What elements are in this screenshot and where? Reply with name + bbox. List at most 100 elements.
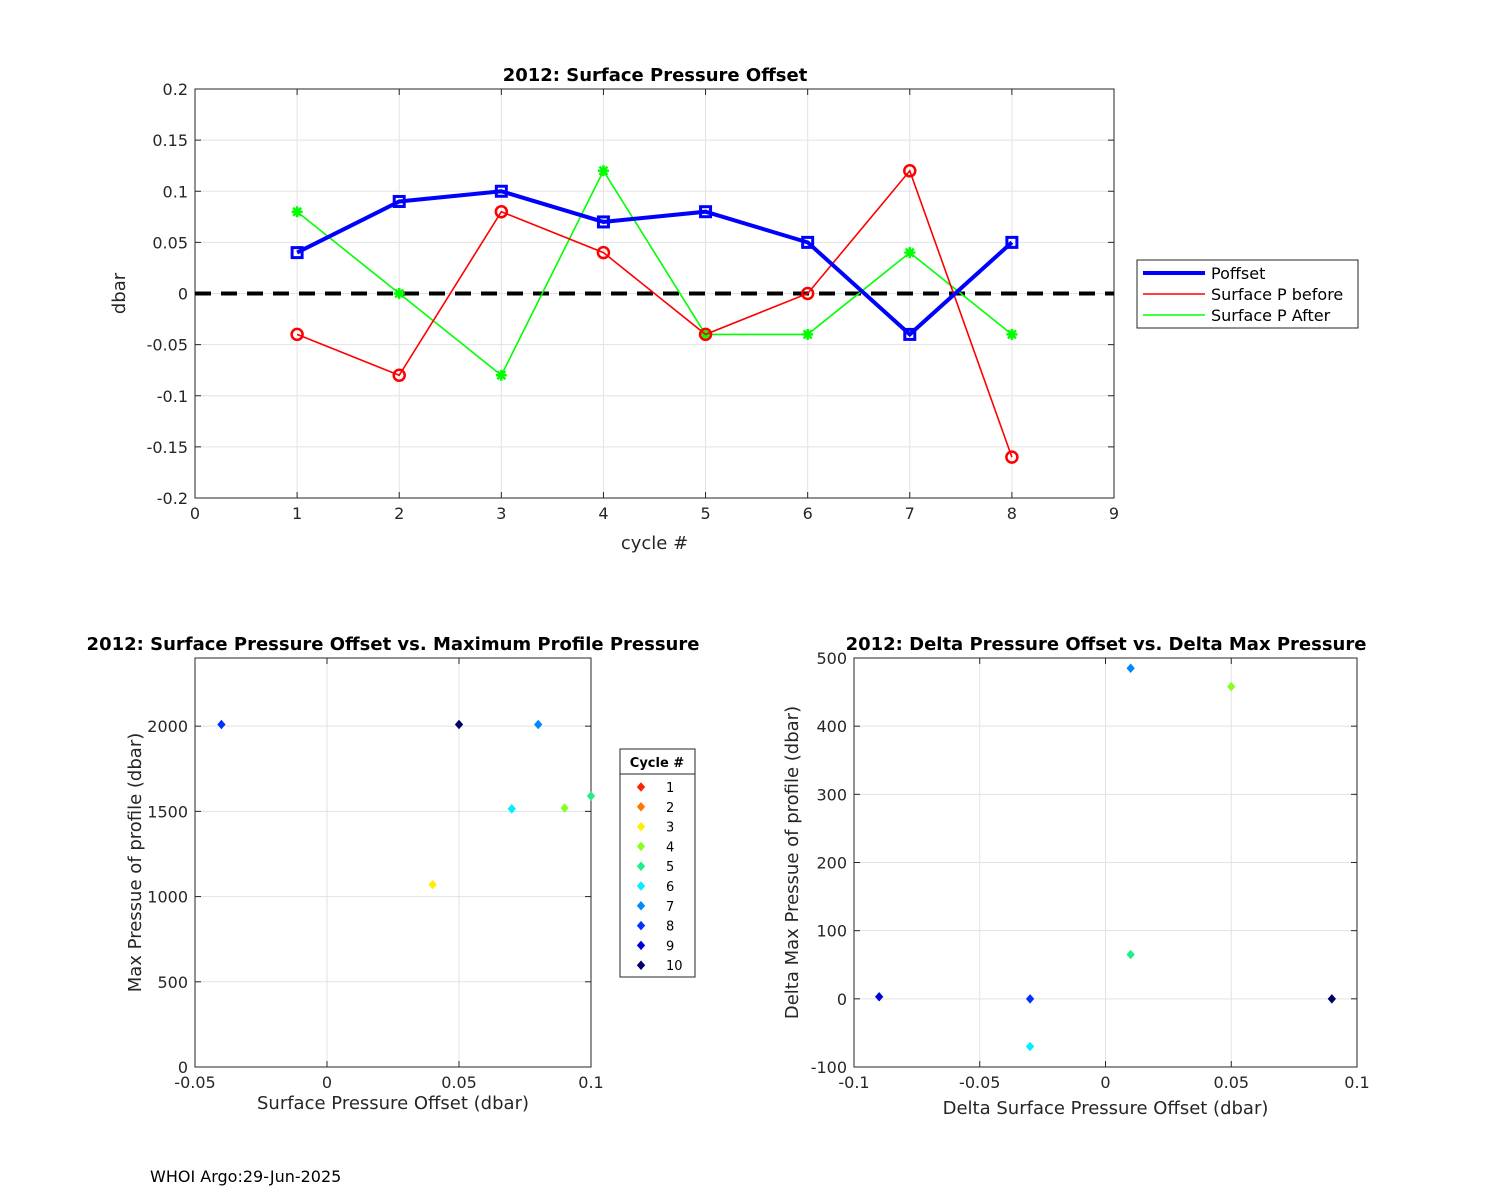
legend-label: 2 [666, 801, 674, 816]
y-tick-label: 1000 [147, 888, 188, 907]
x-tick-label: -0.1 [838, 1073, 869, 1092]
legend-marker [636, 821, 646, 832]
scatter-point [1126, 949, 1135, 960]
x-tick-label: 0.05 [441, 1073, 477, 1092]
y-tick-label: -0.05 [147, 336, 188, 355]
legend-label: 6 [666, 880, 674, 895]
x-axis-label: cycle # [621, 533, 688, 554]
delta-offset-vs-delta-max-chart: -0.1 -0.05 0 0.05 0.1 -100 0 100 200 300 400 500201… [782, 634, 1370, 1119]
x-tick-label: 0 [322, 1073, 332, 1092]
legend-marker [636, 940, 646, 951]
surface-p-after-line [296, 169, 1013, 377]
poffset-point [392, 194, 406, 208]
y-tick-label: 2000 [147, 717, 188, 736]
legend-label: 3 [666, 821, 674, 836]
x-tick-label: 0 [190, 504, 200, 523]
y-tick-label: 400 [816, 717, 847, 736]
scatter-point [560, 803, 569, 813]
surface-p-before-line [296, 169, 1013, 458]
surface-p-after-point [904, 247, 916, 259]
scatter-point [534, 719, 543, 730]
y-tick-label: 0.05 [152, 233, 188, 252]
surface-p-after-point [1006, 328, 1018, 340]
legend-marker [636, 802, 646, 812]
x-tick-label: 0 [1100, 1073, 1110, 1092]
legend-marker [636, 901, 646, 911]
surface-p-before-point [596, 245, 611, 260]
legend-label: 5 [666, 860, 674, 875]
legend-label: Surface P After [1211, 306, 1331, 325]
poffset-point [801, 235, 815, 249]
y-tick-label: 0 [178, 285, 188, 304]
legend-marker [636, 841, 646, 852]
x-tick-label: 0.1 [578, 1073, 603, 1092]
y-tick-label: 0 [837, 990, 847, 1009]
x-tick-label: 9 [1109, 504, 1119, 523]
surface-p-after-point [393, 288, 405, 299]
scatter-point [1126, 663, 1135, 673]
legend-marker [636, 782, 646, 792]
y-tick-label: 0.2 [163, 80, 188, 99]
y-axis-label: dbar [109, 272, 130, 314]
poffset-point [699, 205, 713, 219]
scatter-point [874, 992, 884, 1002]
legend-label: 8 [666, 920, 674, 935]
surface-p-after-point [597, 165, 609, 177]
legend-label: 4 [666, 840, 674, 855]
poffset-point [596, 215, 610, 229]
y-tick-label: -0.2 [157, 489, 188, 508]
scatter-point [586, 791, 596, 801]
surface-p-before-point [903, 164, 917, 178]
legend-title: Cycle # [630, 756, 685, 771]
y-tick-label: 100 [816, 922, 847, 941]
y-tick-label: 300 [816, 785, 847, 804]
y-tick-label: 0 [178, 1058, 188, 1077]
x-axis-label: Surface Pressure Offset (dbar) [257, 1093, 529, 1114]
y-tick-label: 500 [157, 973, 188, 992]
y-tick-label: -100 [811, 1058, 847, 1077]
x-tick-label: 0.05 [1213, 1073, 1249, 1092]
legend-marker [636, 861, 646, 871]
legend-marker [636, 960, 646, 970]
scatter-point [428, 879, 437, 890]
x-tick-label: 5 [700, 504, 710, 523]
x-tick-label: 7 [905, 504, 915, 523]
legend-marker [636, 920, 646, 931]
legend-label: 7 [666, 900, 674, 915]
surface-p-before-point [290, 327, 304, 342]
x-tick-label: 6 [803, 504, 813, 523]
chart-title: 2012: Delta Pressure Offset vs. Delta Ma… [846, 634, 1367, 655]
x-tick-label: 8 [1007, 504, 1017, 523]
x-tick-label: 1 [292, 504, 302, 523]
scatter-point [1025, 994, 1035, 1004]
x-tick-label: -0.05 [174, 1073, 215, 1092]
x-tick-label: -0.05 [959, 1073, 1000, 1092]
chart-legend: Poffset Surface P before Surface P After [1136, 259, 1359, 329]
y-tick-label: -0.15 [147, 438, 188, 457]
surface-p-before-point [392, 368, 406, 383]
x-axis-label: Delta Surface Pressure Offset (dbar) [943, 1098, 1269, 1119]
poffset-point [903, 327, 917, 341]
legend-label: 1 [666, 781, 674, 796]
x-tick-label: 0.1 [1344, 1073, 1369, 1092]
poffset-point [1005, 235, 1019, 249]
legend-box [619, 748, 696, 978]
scatter-point [1227, 681, 1236, 692]
x-tick-label: 2 [394, 504, 404, 523]
scatter-point [454, 719, 464, 730]
y-tick-label: 200 [816, 854, 847, 873]
plot-area [195, 658, 591, 1067]
surface-p-before-point [1005, 450, 1019, 464]
cycle-legend: Cycle # 1 2 3 4 5 6 7 8 9 10 [619, 748, 696, 978]
surface-p-after-point [495, 369, 507, 381]
y-axis-label: Delta Max Pressue of profile (dbar) [782, 706, 803, 1019]
y-tick-label: -0.1 [157, 387, 188, 406]
surface-p-after-point [291, 206, 303, 218]
y-tick-label: 500 [816, 649, 847, 668]
legend-label: Surface P before [1211, 285, 1343, 304]
footer-text: WHOI Argo:29-Jun-2025 [150, 1167, 341, 1186]
chart-title: 2012: Surface Pressure Offset vs. Maximu… [87, 634, 700, 655]
y-tick-label: 0.1 [163, 182, 188, 201]
y-tick-label: 1500 [147, 802, 188, 821]
